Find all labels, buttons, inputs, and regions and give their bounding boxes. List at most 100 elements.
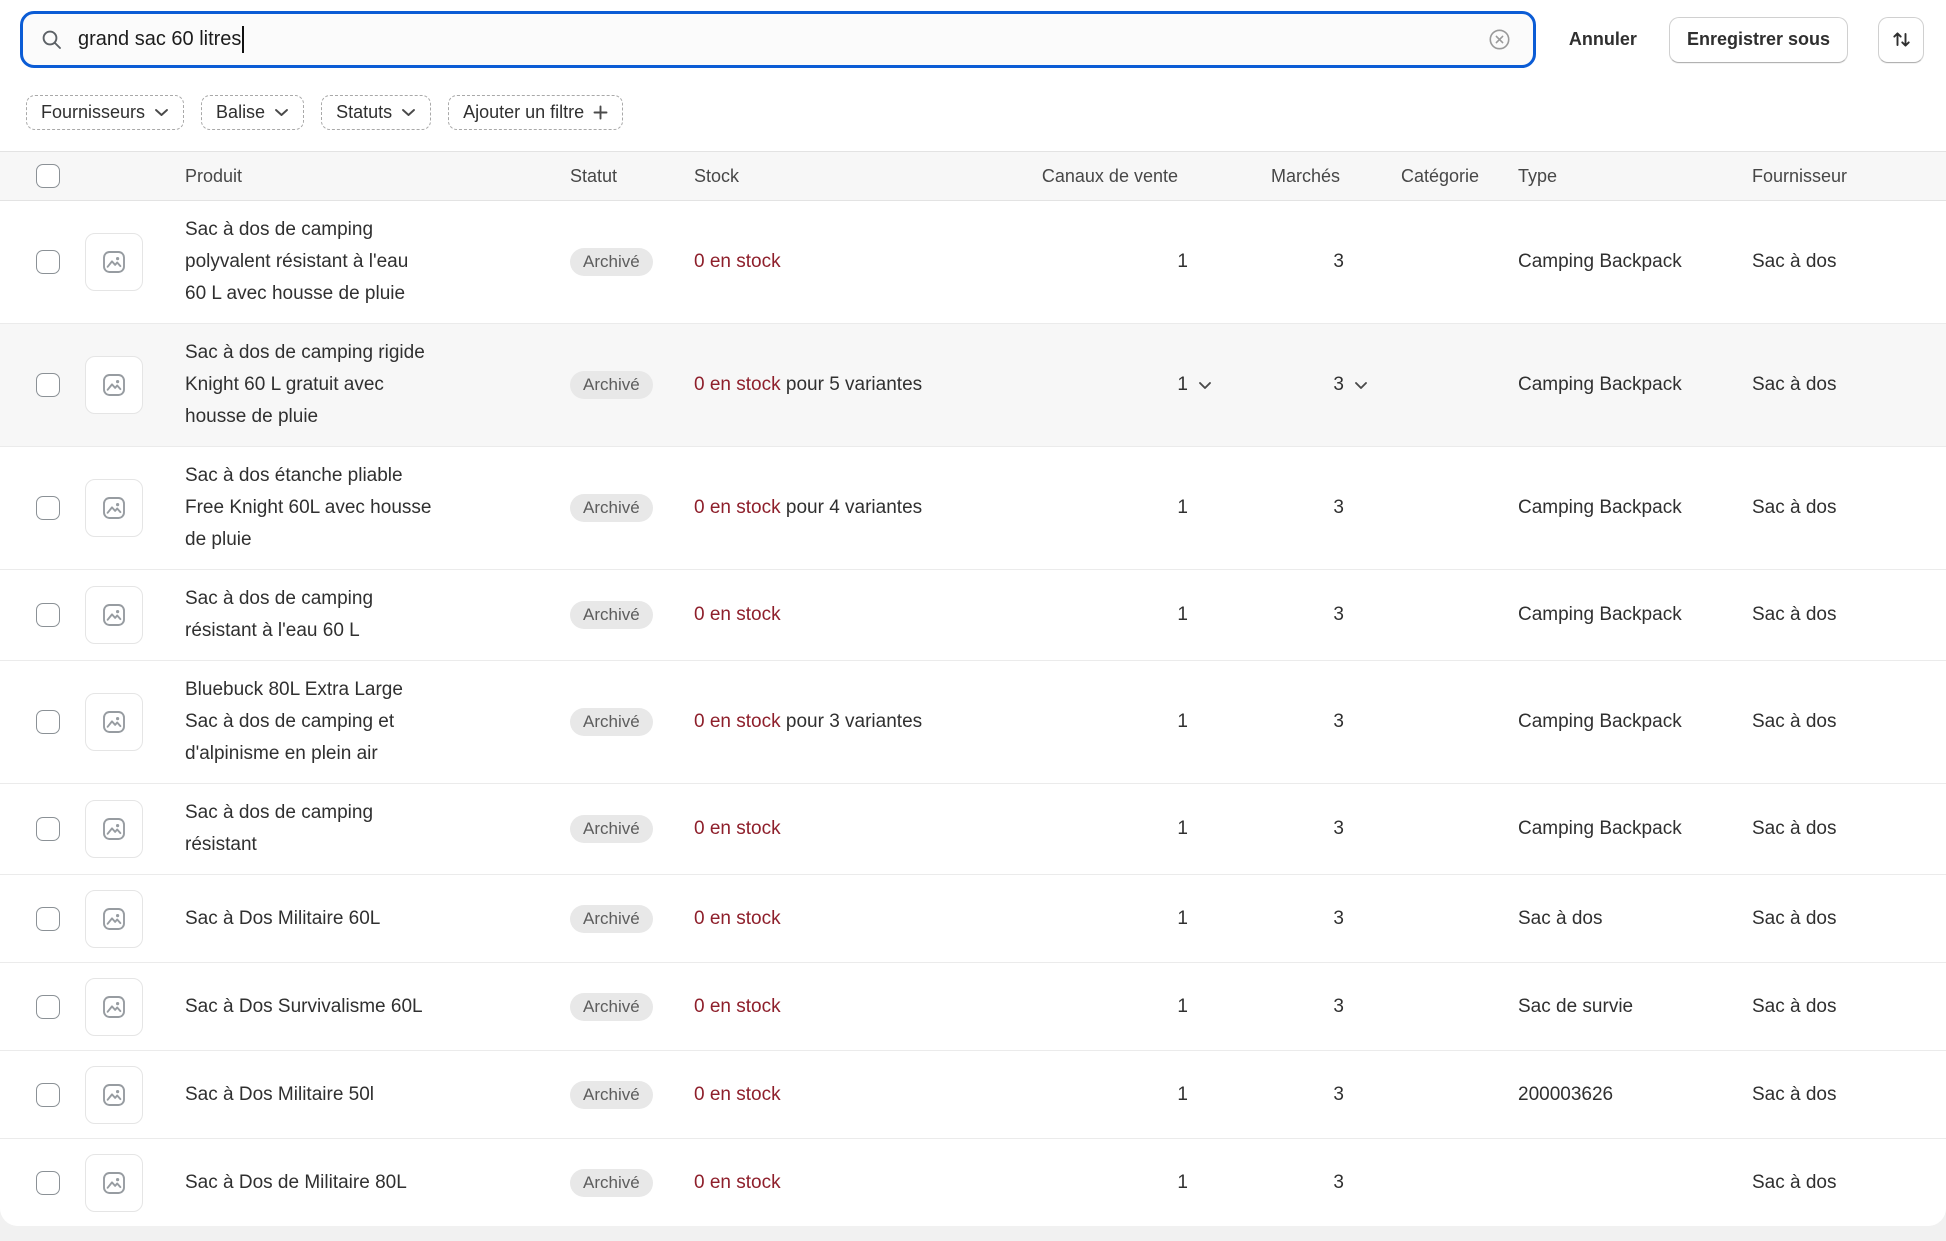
row-checkbox[interactable] bbox=[36, 1170, 60, 1195]
stock-alert-text: 0 en stock bbox=[694, 374, 781, 395]
row-checkbox[interactable] bbox=[36, 906, 60, 931]
table-row[interactable]: Sac à Dos de Militaire 80L Archivé 0 en … bbox=[0, 1139, 1946, 1226]
stock-cell: 0 en stock bbox=[676, 996, 996, 1018]
stock-alert-text: 0 en stock bbox=[694, 711, 781, 732]
supplier-cell: Sac à dos bbox=[1752, 251, 1837, 272]
filter-statuts[interactable]: Statuts bbox=[321, 95, 432, 130]
product-name-link[interactable]: Sac à Dos de Militaire 80L bbox=[185, 1171, 407, 1193]
markets-cell: 3 bbox=[1214, 818, 1370, 840]
row-checkbox[interactable] bbox=[36, 250, 60, 274]
product-thumbnail bbox=[85, 889, 143, 948]
channels-cell: 1 bbox=[996, 818, 1214, 840]
stock-alert-text: 0 en stock bbox=[694, 1171, 781, 1193]
clear-search-icon[interactable] bbox=[1486, 26, 1513, 53]
supplier-cell: Sac à dos bbox=[1752, 995, 1837, 1017]
channels-count: 1 bbox=[1177, 374, 1188, 395]
row-checkbox[interactable] bbox=[36, 994, 60, 1019]
stock-cell: 0 en stock bbox=[676, 1084, 996, 1106]
markets-cell: 3 bbox=[1214, 251, 1370, 273]
table-header: Produit Statut Stock Canaux de vente Mar… bbox=[0, 151, 1946, 201]
row-checkbox[interactable] bbox=[36, 373, 60, 397]
filter-label: Fournisseurs bbox=[41, 102, 146, 122]
product-name-link[interactable]: Sac à Dos Survivalisme 60L bbox=[185, 995, 423, 1017]
markets-cell: 3 bbox=[1214, 1172, 1370, 1194]
filter-bar: Fournisseurs Balise Statuts Ajouter un f… bbox=[0, 68, 1946, 130]
type-cell: Camping Backpack bbox=[1518, 251, 1682, 272]
product-name-link[interactable]: Sac à dos de camping résistant à l'eau 6… bbox=[185, 588, 374, 641]
column-header-product: Produit bbox=[185, 165, 243, 186]
filter-label: Statuts bbox=[336, 102, 393, 122]
product-name-link[interactable]: Bluebuck 80L Extra Large Sac à dos de ca… bbox=[185, 679, 403, 764]
table-row[interactable]: Sac à dos de camping polyvalent résistan… bbox=[0, 201, 1946, 324]
supplier-cell: Sac à dos bbox=[1752, 604, 1837, 625]
chevron-down-icon bbox=[155, 109, 168, 116]
row-checkbox[interactable] bbox=[36, 603, 60, 627]
status-badge: Archivé bbox=[570, 1168, 653, 1197]
image-placeholder-icon bbox=[103, 251, 125, 273]
table-row[interactable]: Sac à dos étanche pliable Free Knight 60… bbox=[0, 447, 1946, 570]
chevron-down-icon bbox=[275, 109, 289, 116]
image-placeholder-icon bbox=[103, 1083, 125, 1106]
status-badge: Archivé bbox=[570, 494, 653, 522]
channels-expand-icon[interactable] bbox=[1188, 381, 1212, 390]
product-name-link[interactable]: Sac à dos de camping polyvalent résistan… bbox=[185, 219, 409, 304]
table-row[interactable]: Sac à Dos Survivalisme 60L Archivé 0 en … bbox=[0, 963, 1946, 1051]
add-filter-button[interactable]: Ajouter un filtre bbox=[448, 95, 624, 130]
product-name-link[interactable]: Sac à Dos Militaire 50l bbox=[185, 1083, 375, 1105]
table-row[interactable]: Sac à dos de camping rigide Knight 60 L … bbox=[0, 324, 1946, 447]
channels-cell: 1 bbox=[996, 1172, 1214, 1194]
stock-cell: 0 en stock bbox=[676, 1172, 996, 1194]
product-name-link[interactable]: Sac à dos de camping rigide Knight 60 L … bbox=[185, 342, 425, 427]
markets-cell: 3 bbox=[1214, 1084, 1370, 1106]
stock-alert-text: 0 en stock bbox=[694, 1083, 781, 1105]
stock-cell: 0 en stock bbox=[676, 604, 996, 626]
product-name-link[interactable]: Sac à dos de camping résistant bbox=[185, 802, 374, 855]
search-value: grand sac 60 litres bbox=[78, 28, 242, 50]
search-input[interactable]: grand sac 60 litres bbox=[20, 11, 1536, 68]
stock-detail-text: pour 3 variantes bbox=[780, 711, 923, 732]
stock-alert-text: 0 en stock bbox=[694, 818, 781, 839]
markets-cell: 3 bbox=[1214, 374, 1370, 396]
table-row[interactable]: Sac à dos de camping résistant Archivé 0… bbox=[0, 784, 1946, 875]
status-badge: Archivé bbox=[570, 1080, 653, 1109]
stock-detail-text: pour 4 variantes bbox=[780, 497, 923, 518]
type-cell: Camping Backpack bbox=[1518, 497, 1682, 518]
table-row[interactable]: Sac à Dos Militaire 50l Archivé 0 en sto… bbox=[0, 1051, 1946, 1139]
product-name-link[interactable]: Sac à dos étanche pliable Free Knight 60… bbox=[185, 465, 432, 550]
channels-count: 1 bbox=[1177, 1171, 1188, 1193]
filter-fournisseurs[interactable]: Fournisseurs bbox=[26, 95, 185, 130]
status-badge: Archivé bbox=[570, 904, 653, 933]
column-header-supplier: Fournisseur bbox=[1752, 165, 1848, 186]
save-as-button[interactable]: Enregistrer sous bbox=[1668, 16, 1848, 63]
channels-cell: 1 bbox=[996, 251, 1214, 273]
sort-button[interactable] bbox=[1878, 16, 1924, 63]
product-name-link[interactable]: Sac à Dos Militaire 60L bbox=[185, 907, 381, 929]
image-placeholder-icon bbox=[103, 374, 125, 396]
cancel-button[interactable]: Annuler bbox=[1568, 29, 1637, 49]
table-row[interactable]: Bluebuck 80L Extra Large Sac à dos de ca… bbox=[0, 661, 1946, 784]
stock-alert-text: 0 en stock bbox=[694, 251, 781, 272]
markets-cell: 3 bbox=[1214, 711, 1370, 733]
image-placeholder-icon bbox=[103, 907, 125, 930]
stock-cell: 0 en stock pour 4 variantes bbox=[676, 497, 996, 519]
table-row[interactable]: Sac à Dos Militaire 60L Archivé 0 en sto… bbox=[0, 875, 1946, 963]
stock-cell: 0 en stock bbox=[676, 818, 996, 840]
product-thumbnail bbox=[85, 233, 143, 291]
row-checkbox[interactable] bbox=[36, 817, 60, 841]
markets-count: 3 bbox=[1333, 604, 1344, 625]
markets-expand-icon[interactable] bbox=[1344, 381, 1368, 390]
filter-balise[interactable]: Balise bbox=[201, 95, 305, 130]
row-checkbox[interactable] bbox=[36, 1082, 60, 1107]
stock-alert-text: 0 en stock bbox=[694, 995, 781, 1017]
markets-cell: 3 bbox=[1214, 996, 1370, 1018]
channels-count: 1 bbox=[1177, 251, 1188, 272]
row-checkbox[interactable] bbox=[36, 496, 60, 520]
select-all-checkbox[interactable] bbox=[36, 164, 60, 188]
markets-cell: 3 bbox=[1214, 604, 1370, 626]
row-checkbox[interactable] bbox=[36, 710, 60, 734]
markets-count: 3 bbox=[1333, 374, 1344, 395]
type-cell: Camping Backpack bbox=[1518, 374, 1682, 395]
markets-count: 3 bbox=[1333, 711, 1344, 732]
table-row[interactable]: Sac à dos de camping résistant à l'eau 6… bbox=[0, 570, 1946, 661]
product-thumbnail bbox=[85, 479, 143, 537]
